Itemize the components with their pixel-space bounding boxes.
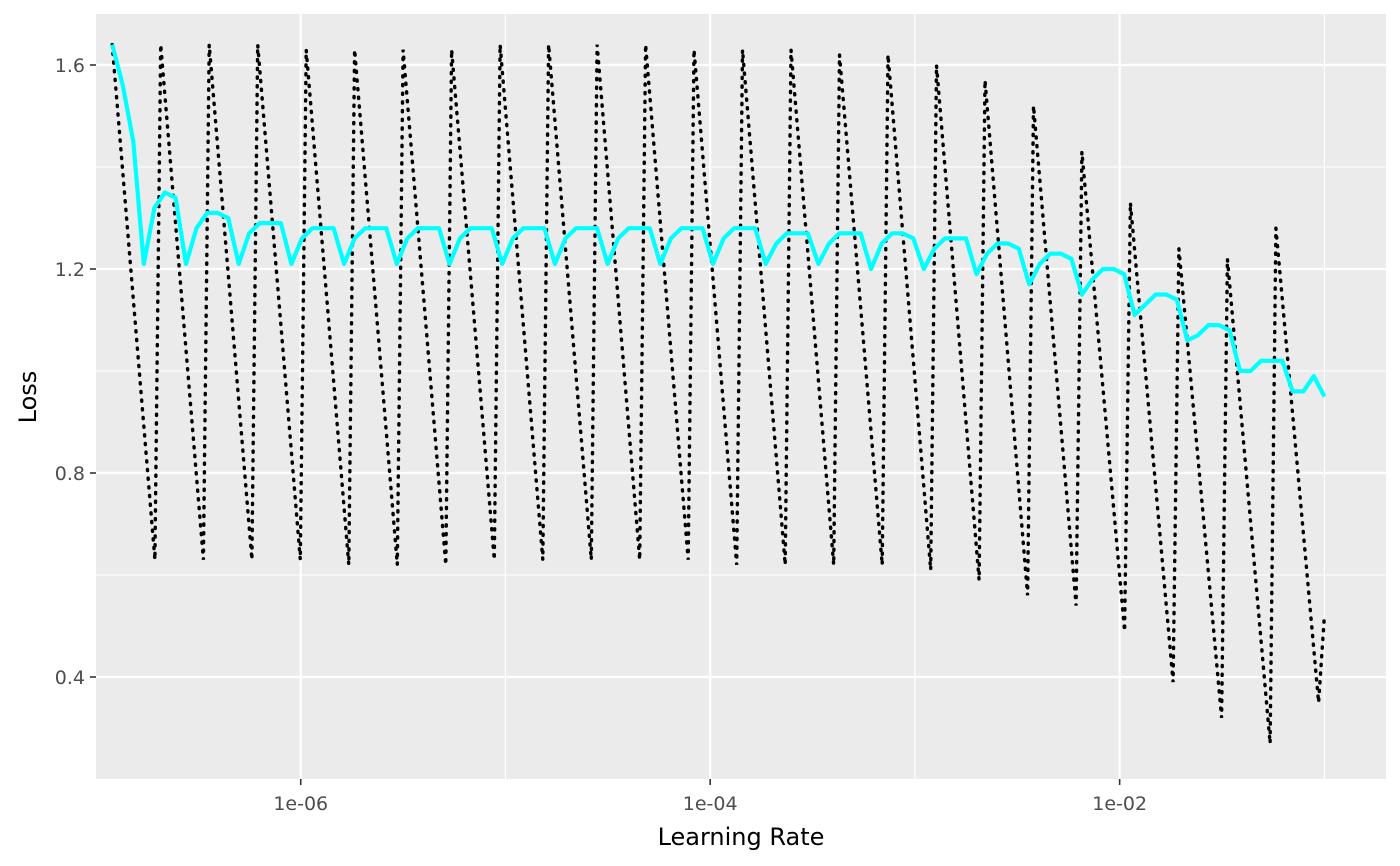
loss-series-dotted bbox=[110, 42, 1327, 744]
loss-line-raw bbox=[110, 42, 1327, 744]
plot-panel bbox=[96, 14, 1386, 779]
loss-line-smoothed bbox=[110, 44, 1327, 398]
y-tick-label: 0.4 bbox=[55, 667, 85, 689]
y-axis-title: Loss bbox=[14, 371, 42, 424]
x-axis-ticks: 1e-06 1e-04 1e-02 bbox=[273, 779, 1147, 815]
y-tick-label: 0.8 bbox=[55, 463, 85, 485]
x-axis-title: Learning Rate bbox=[658, 823, 825, 851]
x-tick-label: 1e-02 bbox=[1092, 793, 1147, 815]
minor-gridlines bbox=[96, 14, 1386, 779]
x-tick-label: 1e-04 bbox=[683, 793, 738, 815]
x-tick-label: 1e-06 bbox=[273, 793, 328, 815]
y-tick-label: 1.6 bbox=[55, 55, 85, 77]
loss-series-smoothed bbox=[110, 44, 1327, 398]
y-tick-label: 1.2 bbox=[55, 259, 85, 281]
y-axis-ticks: 0.4 0.8 1.2 1.6 bbox=[55, 55, 96, 689]
